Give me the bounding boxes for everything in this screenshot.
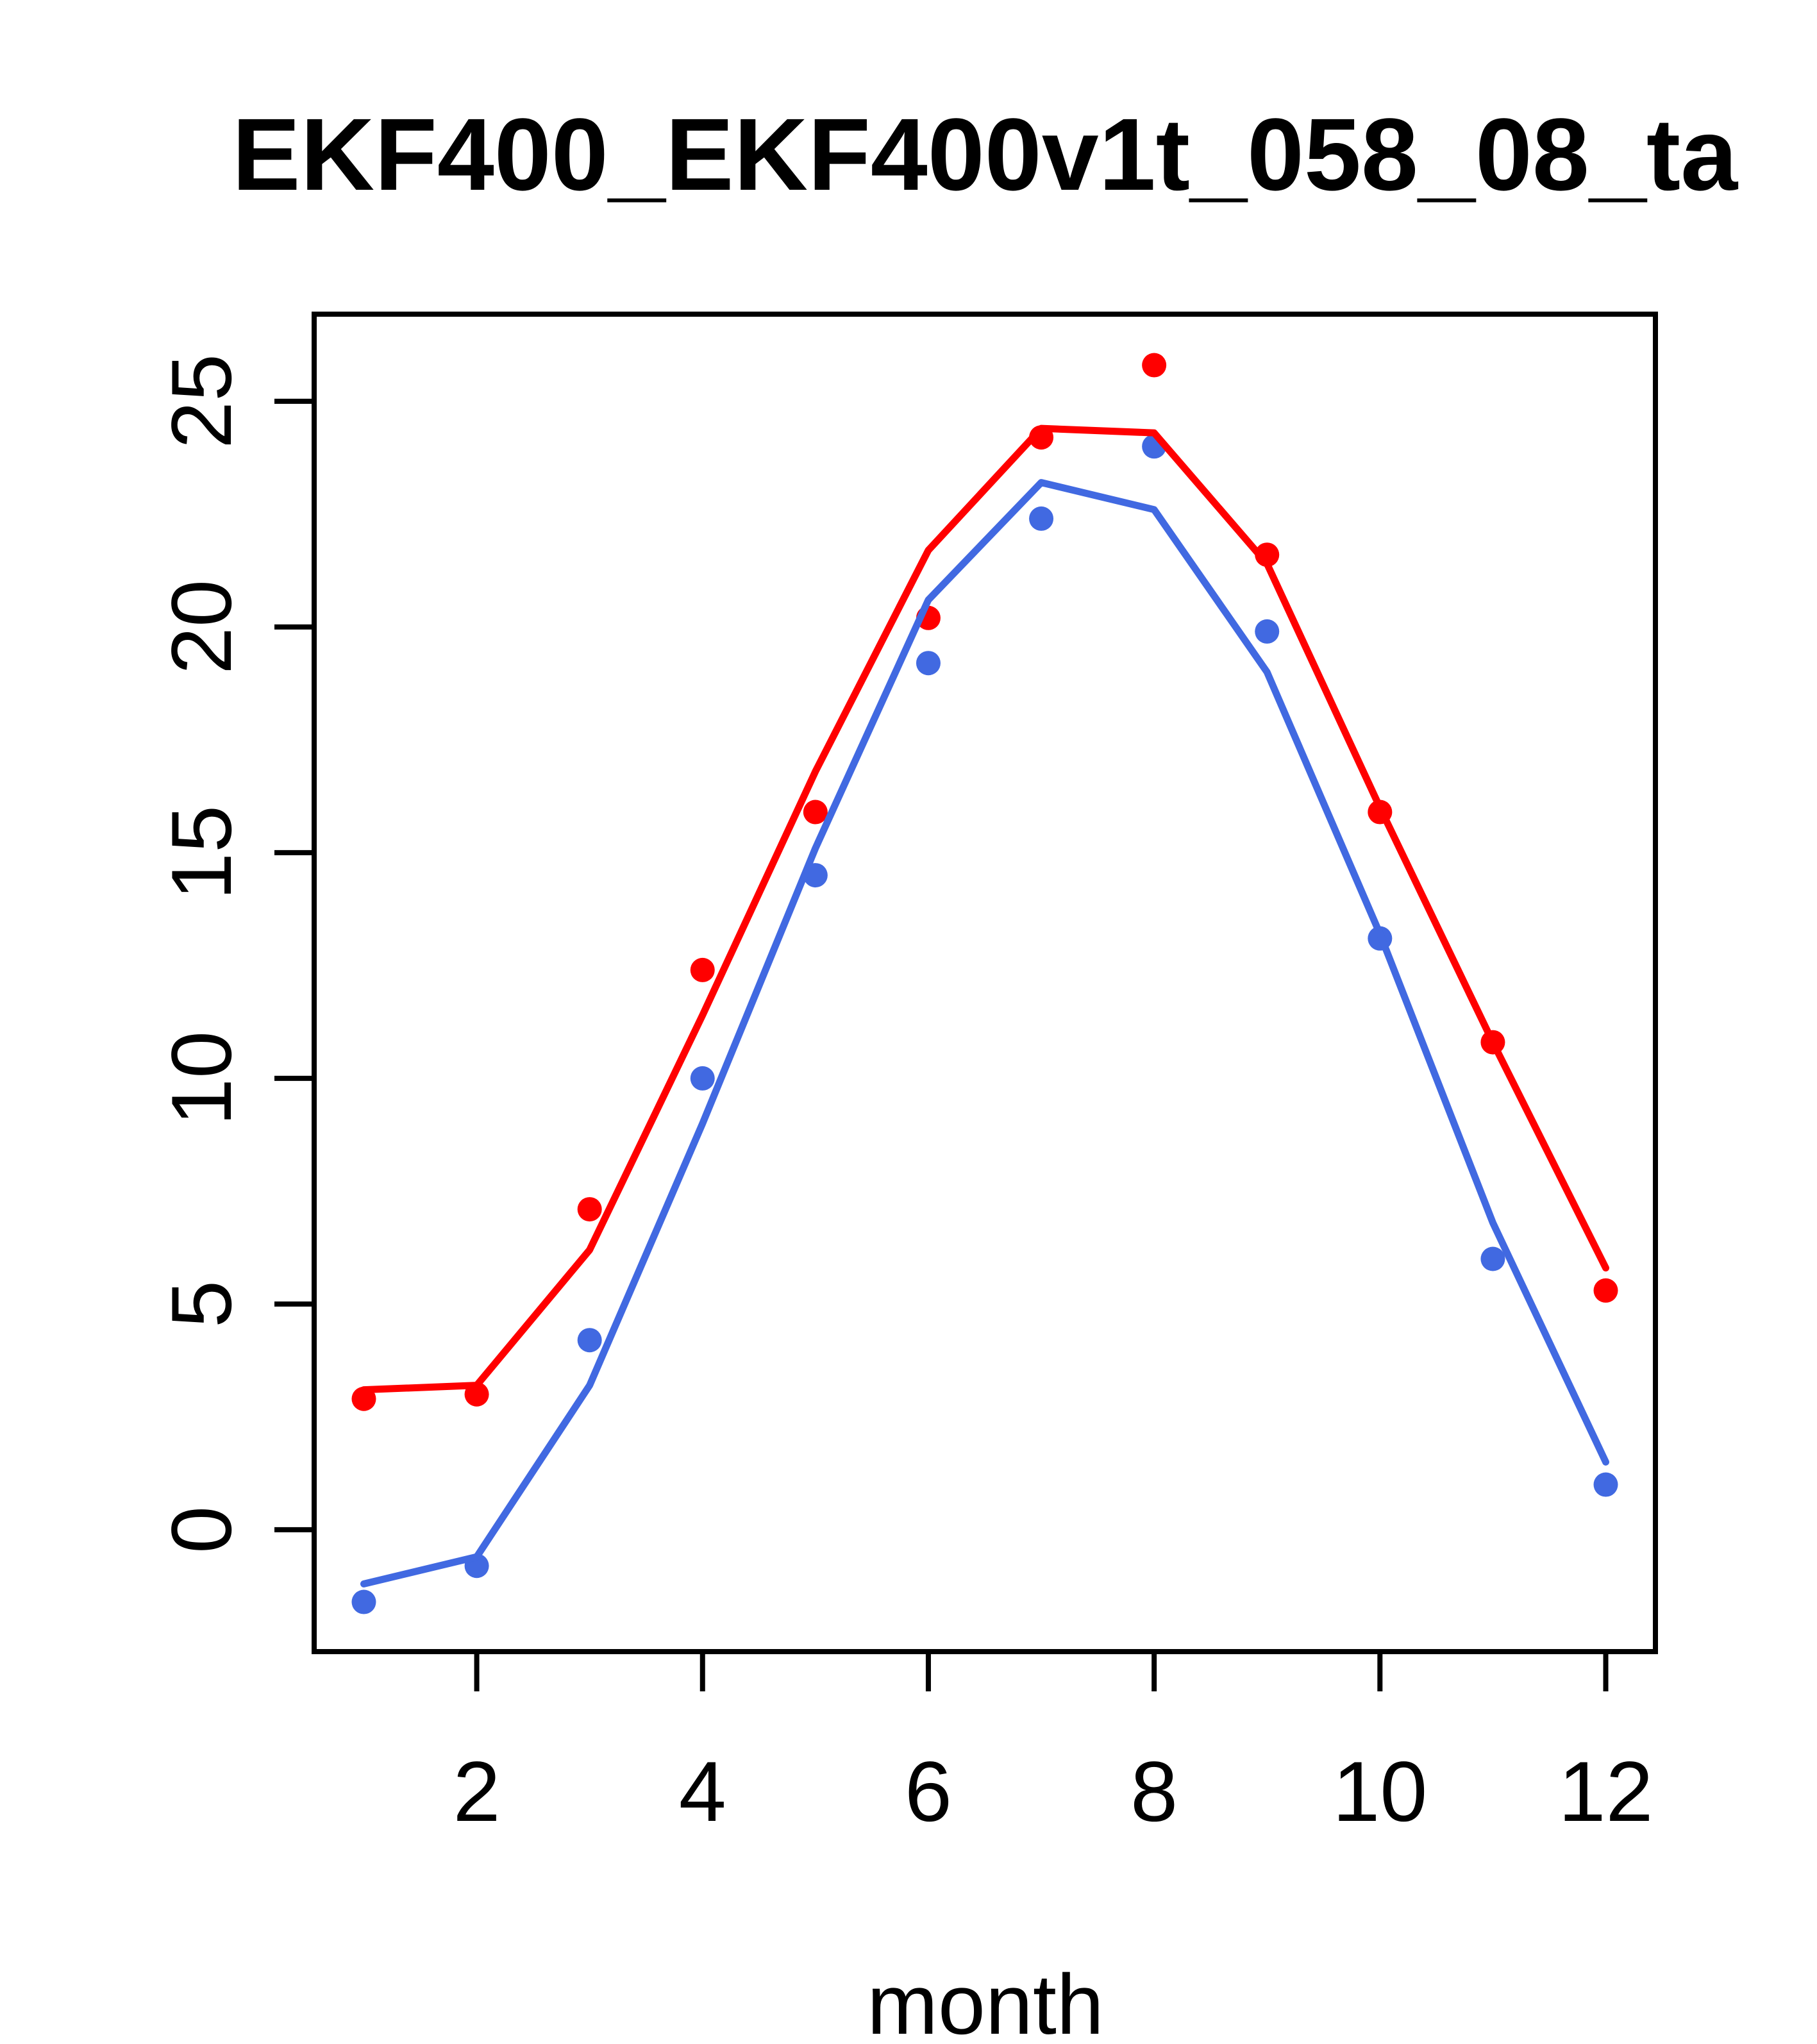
chart-title: EKF400_EKF400v1t_058_08_ta bbox=[232, 97, 1738, 212]
x-tick-label: 12 bbox=[1559, 1745, 1654, 1839]
x-tick-label: 10 bbox=[1332, 1745, 1427, 1839]
y-tick-label: 0 bbox=[155, 1506, 249, 1554]
blue-line-series bbox=[360, 479, 1610, 1587]
red-point bbox=[1593, 1278, 1618, 1303]
red-point bbox=[577, 1197, 602, 1222]
x-tick-label: 8 bbox=[1130, 1745, 1178, 1839]
x-tick-label: 4 bbox=[679, 1745, 726, 1839]
blue-point bbox=[1255, 619, 1280, 644]
y-tick-label: 10 bbox=[155, 1031, 249, 1126]
y-tick-label: 20 bbox=[155, 580, 249, 674]
y-tick-label: 5 bbox=[155, 1280, 249, 1328]
x-tick-label: 2 bbox=[453, 1745, 501, 1839]
plot-border bbox=[312, 312, 1658, 1654]
data-lines bbox=[360, 424, 1610, 1587]
red-line-series bbox=[360, 424, 1610, 1394]
blue-point bbox=[1029, 506, 1054, 531]
x-axis-label: month bbox=[867, 1957, 1104, 2044]
blue-point bbox=[577, 1328, 602, 1353]
red-point bbox=[1142, 353, 1167, 378]
blue-point bbox=[351, 1589, 376, 1614]
red-point bbox=[803, 800, 828, 825]
blue-point bbox=[916, 651, 941, 676]
y-tick-label: 15 bbox=[155, 805, 249, 900]
blue-point bbox=[1480, 1246, 1505, 1271]
y-tick-label: 25 bbox=[155, 354, 249, 449]
red-point bbox=[690, 957, 715, 982]
blue-point bbox=[690, 1066, 715, 1091]
axis-ticks: 2 4 6 8 10 12 0 5 10 15 20 25 bbox=[155, 354, 1653, 1839]
x-tick-label: 6 bbox=[905, 1745, 952, 1839]
blue-point bbox=[1593, 1472, 1618, 1497]
